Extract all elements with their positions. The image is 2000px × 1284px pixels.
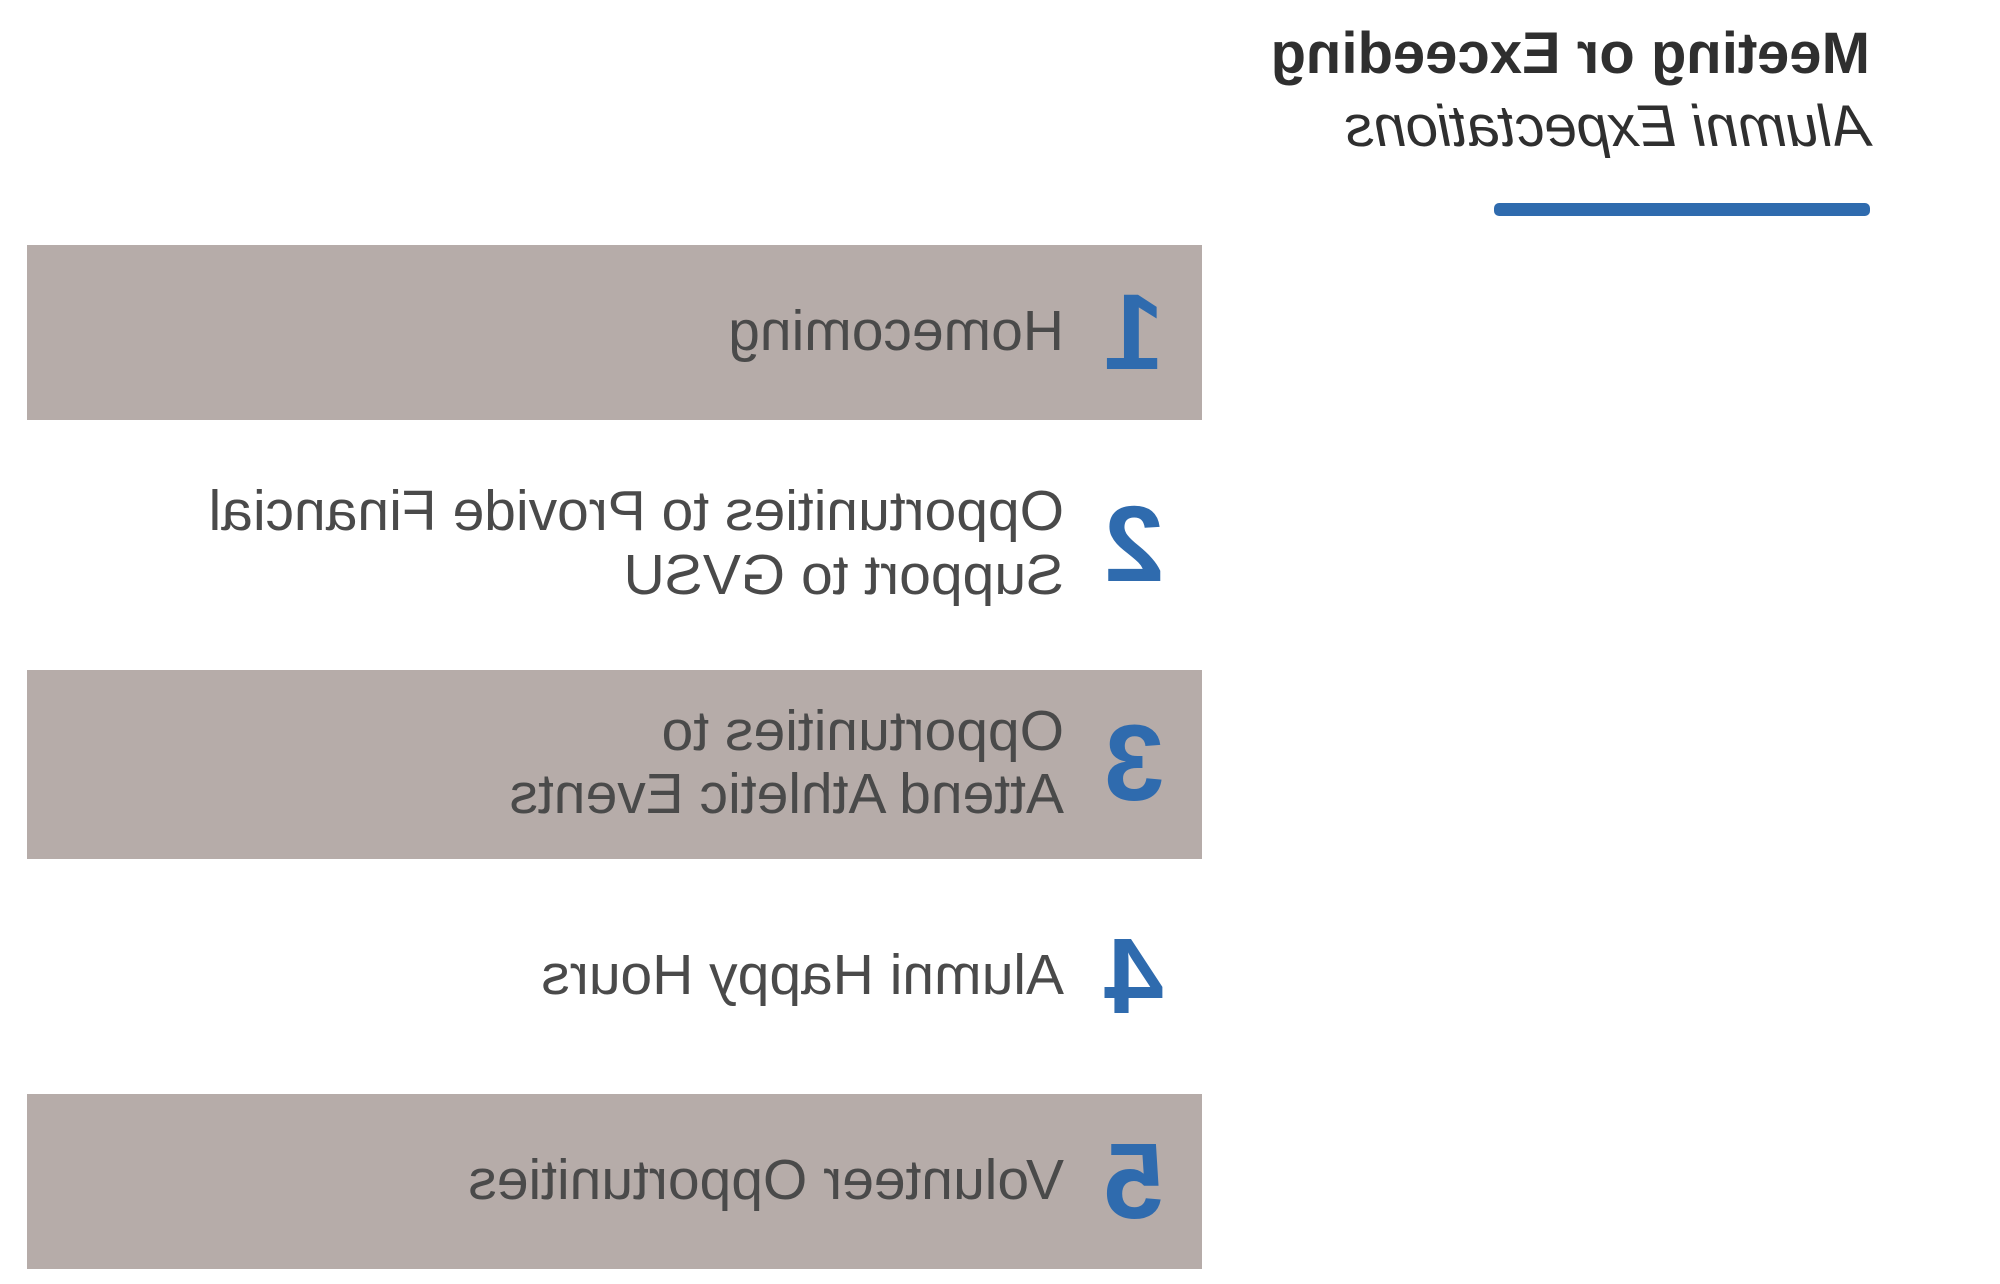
list-item-label: Opportunities toAttend Athletic Events [59,700,1074,828]
heading-underline [1494,203,1870,216]
heading-title: Meeting or Exceeding Alumni Expectations [1271,18,1870,163]
list-item: 3Opportunities toAttend Athletic Events [27,670,1202,860]
list-item-label: Homecoming [59,300,1074,364]
heading: Meeting or Exceeding Alumni Expectations [1271,18,1870,216]
heading-line-1: Meeting or Exceeding [1271,21,1870,86]
list-item: 4Alumni Happy Hours [27,889,1202,1064]
list-item: 2Opportunities to Provide Financial Supp… [27,450,1202,640]
list-item-label: Alumni Happy Hours [59,944,1074,1008]
list-item-number: 5 [1074,1127,1164,1235]
list-item-number: 3 [1074,709,1164,817]
list-item-number: 1 [1074,278,1164,386]
list-item-number: 4 [1074,922,1164,1030]
list-item-label: Opportunities to Provide Financial Suppo… [59,480,1074,608]
heading-line-2: Alumni Expectations [1345,94,1870,159]
list-item: 5Volunteer Opportunities [27,1094,1202,1269]
list-item: 1Homecoming [27,245,1202,420]
list-item-number: 2 [1074,490,1164,598]
expectations-list: 1Homecoming 2Opportunities to Provide Fin… [27,245,1202,1269]
list-item-label: Volunteer Opportunities [59,1149,1074,1213]
